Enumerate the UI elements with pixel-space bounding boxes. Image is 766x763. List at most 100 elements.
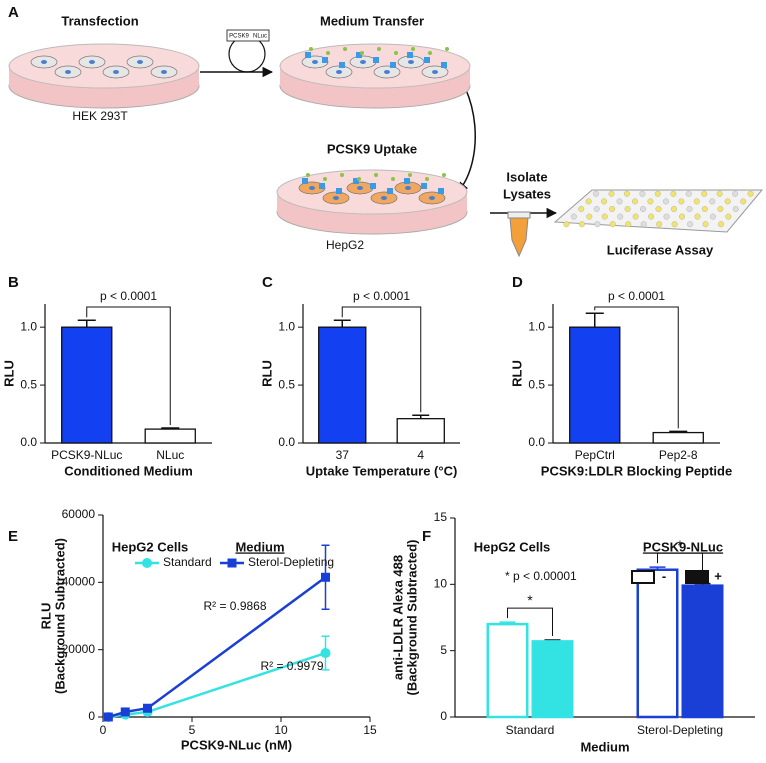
tube xyxy=(509,217,529,258)
nucleus xyxy=(360,60,366,64)
x-tick-label: Pep2-8 xyxy=(659,448,698,462)
bar xyxy=(396,418,445,444)
well xyxy=(594,221,601,228)
protein xyxy=(336,188,342,194)
well xyxy=(593,205,600,212)
point xyxy=(320,648,331,659)
series-line xyxy=(108,651,326,719)
dish-top xyxy=(276,169,468,215)
significance-bracket xyxy=(341,306,422,413)
plasmid xyxy=(228,35,266,73)
well xyxy=(740,198,747,205)
well xyxy=(701,205,708,212)
tag xyxy=(442,173,446,177)
well xyxy=(631,198,638,205)
point xyxy=(103,712,113,722)
y-tick-label: 0.0 xyxy=(20,435,37,449)
annotation: * p < 0.00001 xyxy=(505,569,577,583)
nucleus xyxy=(357,186,363,190)
step-title: Luciferase Assay xyxy=(607,242,714,257)
step-title: Isolate xyxy=(506,169,547,184)
protein xyxy=(302,178,308,184)
protein xyxy=(424,57,430,63)
well xyxy=(586,213,593,220)
tag xyxy=(326,51,330,55)
well xyxy=(663,213,670,220)
nucleus xyxy=(137,60,143,64)
legend-label: + xyxy=(714,568,722,583)
well xyxy=(716,190,723,197)
nucleus xyxy=(429,196,435,200)
well xyxy=(732,190,739,197)
y-tick-label: 60000 xyxy=(62,507,96,521)
bar xyxy=(144,428,196,444)
well xyxy=(701,190,708,197)
well xyxy=(725,213,732,220)
well xyxy=(670,205,677,212)
x-tick-label: 37 xyxy=(336,448,350,462)
legend-label: Standard xyxy=(163,555,212,569)
x-axis-label: Medium xyxy=(580,739,629,754)
well xyxy=(609,221,616,228)
panel-label: E xyxy=(8,528,18,545)
x-tick-label: PCSK9-NLuc xyxy=(51,448,122,462)
protein xyxy=(387,188,393,194)
legend-title: Medium xyxy=(235,539,284,554)
tag xyxy=(357,177,361,181)
protein xyxy=(339,62,345,68)
tag xyxy=(374,173,378,177)
bar xyxy=(569,326,621,444)
nucleus xyxy=(432,70,438,74)
bar xyxy=(531,640,574,719)
well xyxy=(717,205,724,212)
x-axis-label: PCSK9-NLuc (nM) xyxy=(181,737,292,752)
bar xyxy=(61,326,113,444)
significance: * xyxy=(527,592,533,608)
protein xyxy=(407,52,413,58)
well xyxy=(570,213,577,220)
bar xyxy=(681,584,724,719)
legend-label: Sterol-Depleting xyxy=(248,555,334,569)
y-axis-label: (Background Subtracted) xyxy=(404,539,419,695)
significance-bracket xyxy=(657,552,703,580)
well xyxy=(709,198,716,205)
nucleus xyxy=(333,196,339,200)
well xyxy=(732,205,739,212)
well xyxy=(717,221,724,228)
annotation: HepG2 Cells xyxy=(112,539,189,554)
well xyxy=(685,190,692,197)
x-axis-label: Conditioned Medium xyxy=(64,463,193,478)
y-axis-label: (Background Subtracted) xyxy=(52,538,67,694)
well xyxy=(647,198,654,205)
y-tick-label: 0 xyxy=(88,709,95,723)
step-title: Transfection xyxy=(61,13,138,28)
panel-label: F xyxy=(422,528,431,545)
nucleus xyxy=(405,186,411,190)
significance-bracket xyxy=(594,306,679,429)
plasmid-label: PCSK9 xyxy=(229,34,249,40)
nucleus xyxy=(113,70,119,74)
protein xyxy=(404,178,410,184)
x-tick-label: 15 xyxy=(363,723,377,737)
y-tick-label: 20000 xyxy=(62,642,96,656)
y-tick-label: 0 xyxy=(440,709,447,723)
panel-label: C xyxy=(262,274,273,291)
bar xyxy=(318,326,367,444)
step-title: Lysates xyxy=(503,186,551,201)
protein xyxy=(421,183,427,189)
x-tick-label: 4 xyxy=(417,448,424,462)
nucleus xyxy=(312,60,318,64)
cell-line: HEK 293T xyxy=(72,109,128,123)
tag xyxy=(340,173,344,177)
x-tick-label: 10 xyxy=(274,723,288,737)
series-line xyxy=(107,576,327,719)
legend-title: PCSK9-NLuc xyxy=(643,539,723,554)
well xyxy=(608,190,615,197)
protein xyxy=(438,188,444,194)
annotation: p < 0.0001 xyxy=(608,289,665,303)
annotation: HepG2 Cells xyxy=(474,539,551,554)
point xyxy=(143,703,152,713)
legend-label: - xyxy=(662,568,666,583)
well xyxy=(625,221,632,228)
well xyxy=(654,190,661,197)
